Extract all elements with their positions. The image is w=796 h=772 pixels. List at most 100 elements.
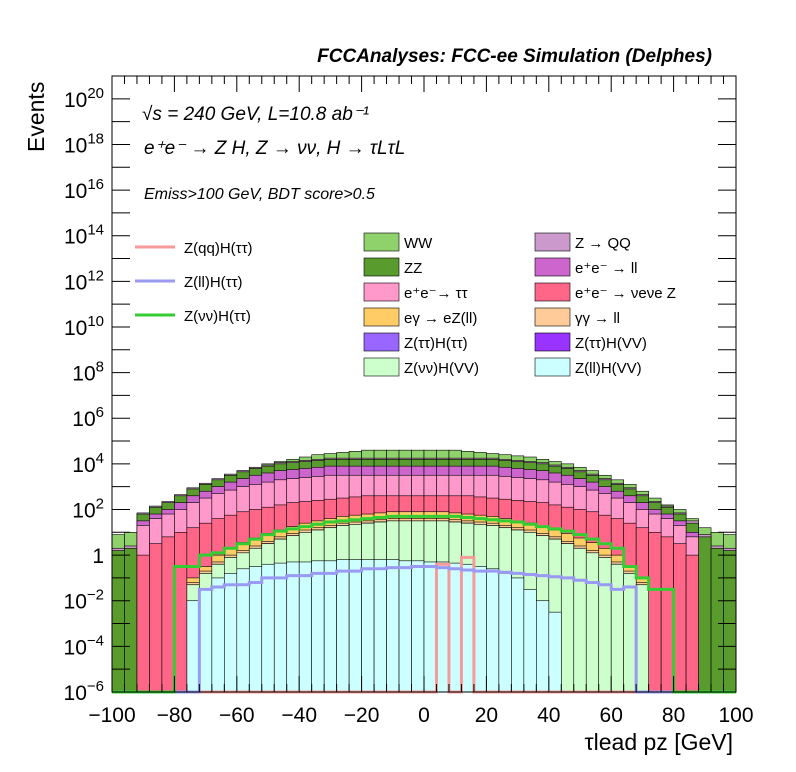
bar	[199, 589, 213, 693]
plot-area	[111, 449, 737, 694]
legend-bg-label: γγ → ll	[575, 310, 620, 327]
legend-bg-label: eγ → eZ(ll)	[404, 310, 477, 327]
legend: Z(qq)H(ττ) Z(ll)H(ττ) Z(νν)H(ττ) WW Z → QQ ZZ…	[135, 232, 676, 377]
y-tick-label: 108	[72, 359, 104, 386]
y-tick-label: 1018	[64, 130, 104, 157]
bar	[673, 543, 687, 693]
bar	[386, 559, 400, 693]
y-axis-label: Events	[23, 82, 49, 152]
x-tick-label: 100	[718, 704, 753, 727]
bar	[623, 573, 637, 693]
x-tick-label: −40	[281, 704, 317, 727]
y-tick-label: 102	[72, 495, 104, 522]
chart-title: FCCAnalyses: FCC-ee Simulation (Delphes)	[317, 46, 712, 67]
legend-bg-swatch	[363, 282, 400, 302]
bar	[560, 543, 575, 693]
y-tick-label: 1010	[64, 313, 104, 340]
bar	[348, 559, 362, 693]
bar	[610, 563, 624, 693]
bar	[660, 536, 674, 693]
legend-bg-swatch	[534, 307, 571, 327]
bar	[473, 566, 487, 693]
legend-bg-swatch	[363, 257, 400, 277]
y-tick-label: 1014	[64, 222, 104, 249]
legend-bg-swatch	[363, 357, 400, 377]
x-tick-label: 20	[475, 704, 498, 727]
legend-bg-swatch	[534, 232, 571, 252]
bar	[224, 573, 238, 693]
bar	[698, 536, 712, 693]
legend-bg-swatch	[363, 332, 400, 352]
legend-bg-swatch	[534, 357, 571, 377]
legend-bg-label: WW	[404, 235, 433, 252]
legend-signal-label: Z(qq)H(ττ)	[184, 240, 253, 257]
bar	[635, 584, 649, 693]
annotation-selection: Emiss>100 GeV, BDT score>0.5	[144, 186, 375, 203]
x-tick-label: −100	[88, 704, 135, 727]
bar	[486, 568, 500, 693]
bar	[211, 577, 225, 693]
legend-bg-swatch	[534, 257, 571, 277]
y-tick-label: 10−6	[64, 678, 104, 705]
bar	[585, 552, 600, 693]
annotation-process: e⁺e⁻ → Z H, Z → νν, H → τLτL	[144, 138, 405, 159]
bar	[323, 560, 337, 693]
legend-bg-label: Z(ll)H(VV)	[575, 360, 642, 377]
x-tick-label: −20	[344, 704, 380, 727]
legend-signal-label: Z(ll)H(ττ)	[184, 274, 243, 291]
bar	[161, 536, 175, 693]
bar	[448, 562, 462, 693]
bar	[174, 531, 188, 693]
bar	[236, 568, 250, 693]
legend-bg-label: e⁺e⁻ → ll	[575, 260, 638, 277]
legend-bg-label: e⁺e⁻ → νeνe Z	[575, 285, 676, 302]
legend-signal-label: Z(νν)H(ττ)	[184, 308, 251, 325]
legend-bg-swatch	[534, 332, 571, 352]
bar	[361, 559, 375, 693]
y-tick-label: 10−4	[64, 632, 104, 659]
bar	[436, 561, 450, 693]
x-tick-label: 80	[662, 704, 685, 727]
x-tick-label: 40	[537, 704, 560, 727]
bar	[423, 561, 437, 693]
legend-bg-swatch	[363, 307, 400, 327]
bar	[723, 550, 737, 693]
bar	[536, 600, 550, 693]
bar	[710, 547, 724, 693]
bar	[548, 611, 562, 693]
bar	[573, 547, 587, 693]
legend-bg-label: ZZ	[404, 260, 422, 277]
y-tick-label: 1016	[64, 176, 104, 203]
bar	[286, 561, 300, 693]
bar	[298, 561, 312, 693]
bar	[336, 559, 350, 693]
bar	[248, 566, 263, 693]
y-tick-label: 1020	[64, 85, 104, 112]
y-tick-label: 1012	[64, 267, 104, 294]
bar	[186, 600, 200, 693]
series-11	[186, 559, 562, 693]
legend-bg-label: Z → QQ	[575, 235, 631, 252]
x-tick-label: 60	[600, 704, 623, 727]
bar	[511, 577, 525, 693]
bar	[598, 557, 612, 693]
signal-line-1	[112, 565, 736, 694]
bar	[648, 531, 662, 693]
y-tick-label: 104	[72, 450, 104, 477]
bar	[498, 573, 512, 693]
x-axis-label: τlead pz [GeV]	[585, 729, 733, 755]
bar	[523, 589, 537, 693]
bar	[111, 550, 125, 693]
bar	[685, 554, 699, 693]
bar	[136, 554, 150, 693]
bar	[461, 563, 475, 693]
x-tick-label: −80	[157, 704, 193, 727]
legend-bg-label: e⁺e⁻→ ττ	[404, 285, 468, 302]
y-tick-label: 106	[72, 404, 104, 431]
legend-bg-label: Z(ττ)H(VV)	[575, 335, 647, 352]
bar	[124, 547, 138, 693]
legend-bg-label: Z(νν)H(VV)	[404, 360, 479, 377]
x-tick-label: 0	[418, 704, 430, 727]
annotation-energy-lumi: √s = 240 GeV, L=10.8 ab⁻¹	[142, 104, 369, 125]
